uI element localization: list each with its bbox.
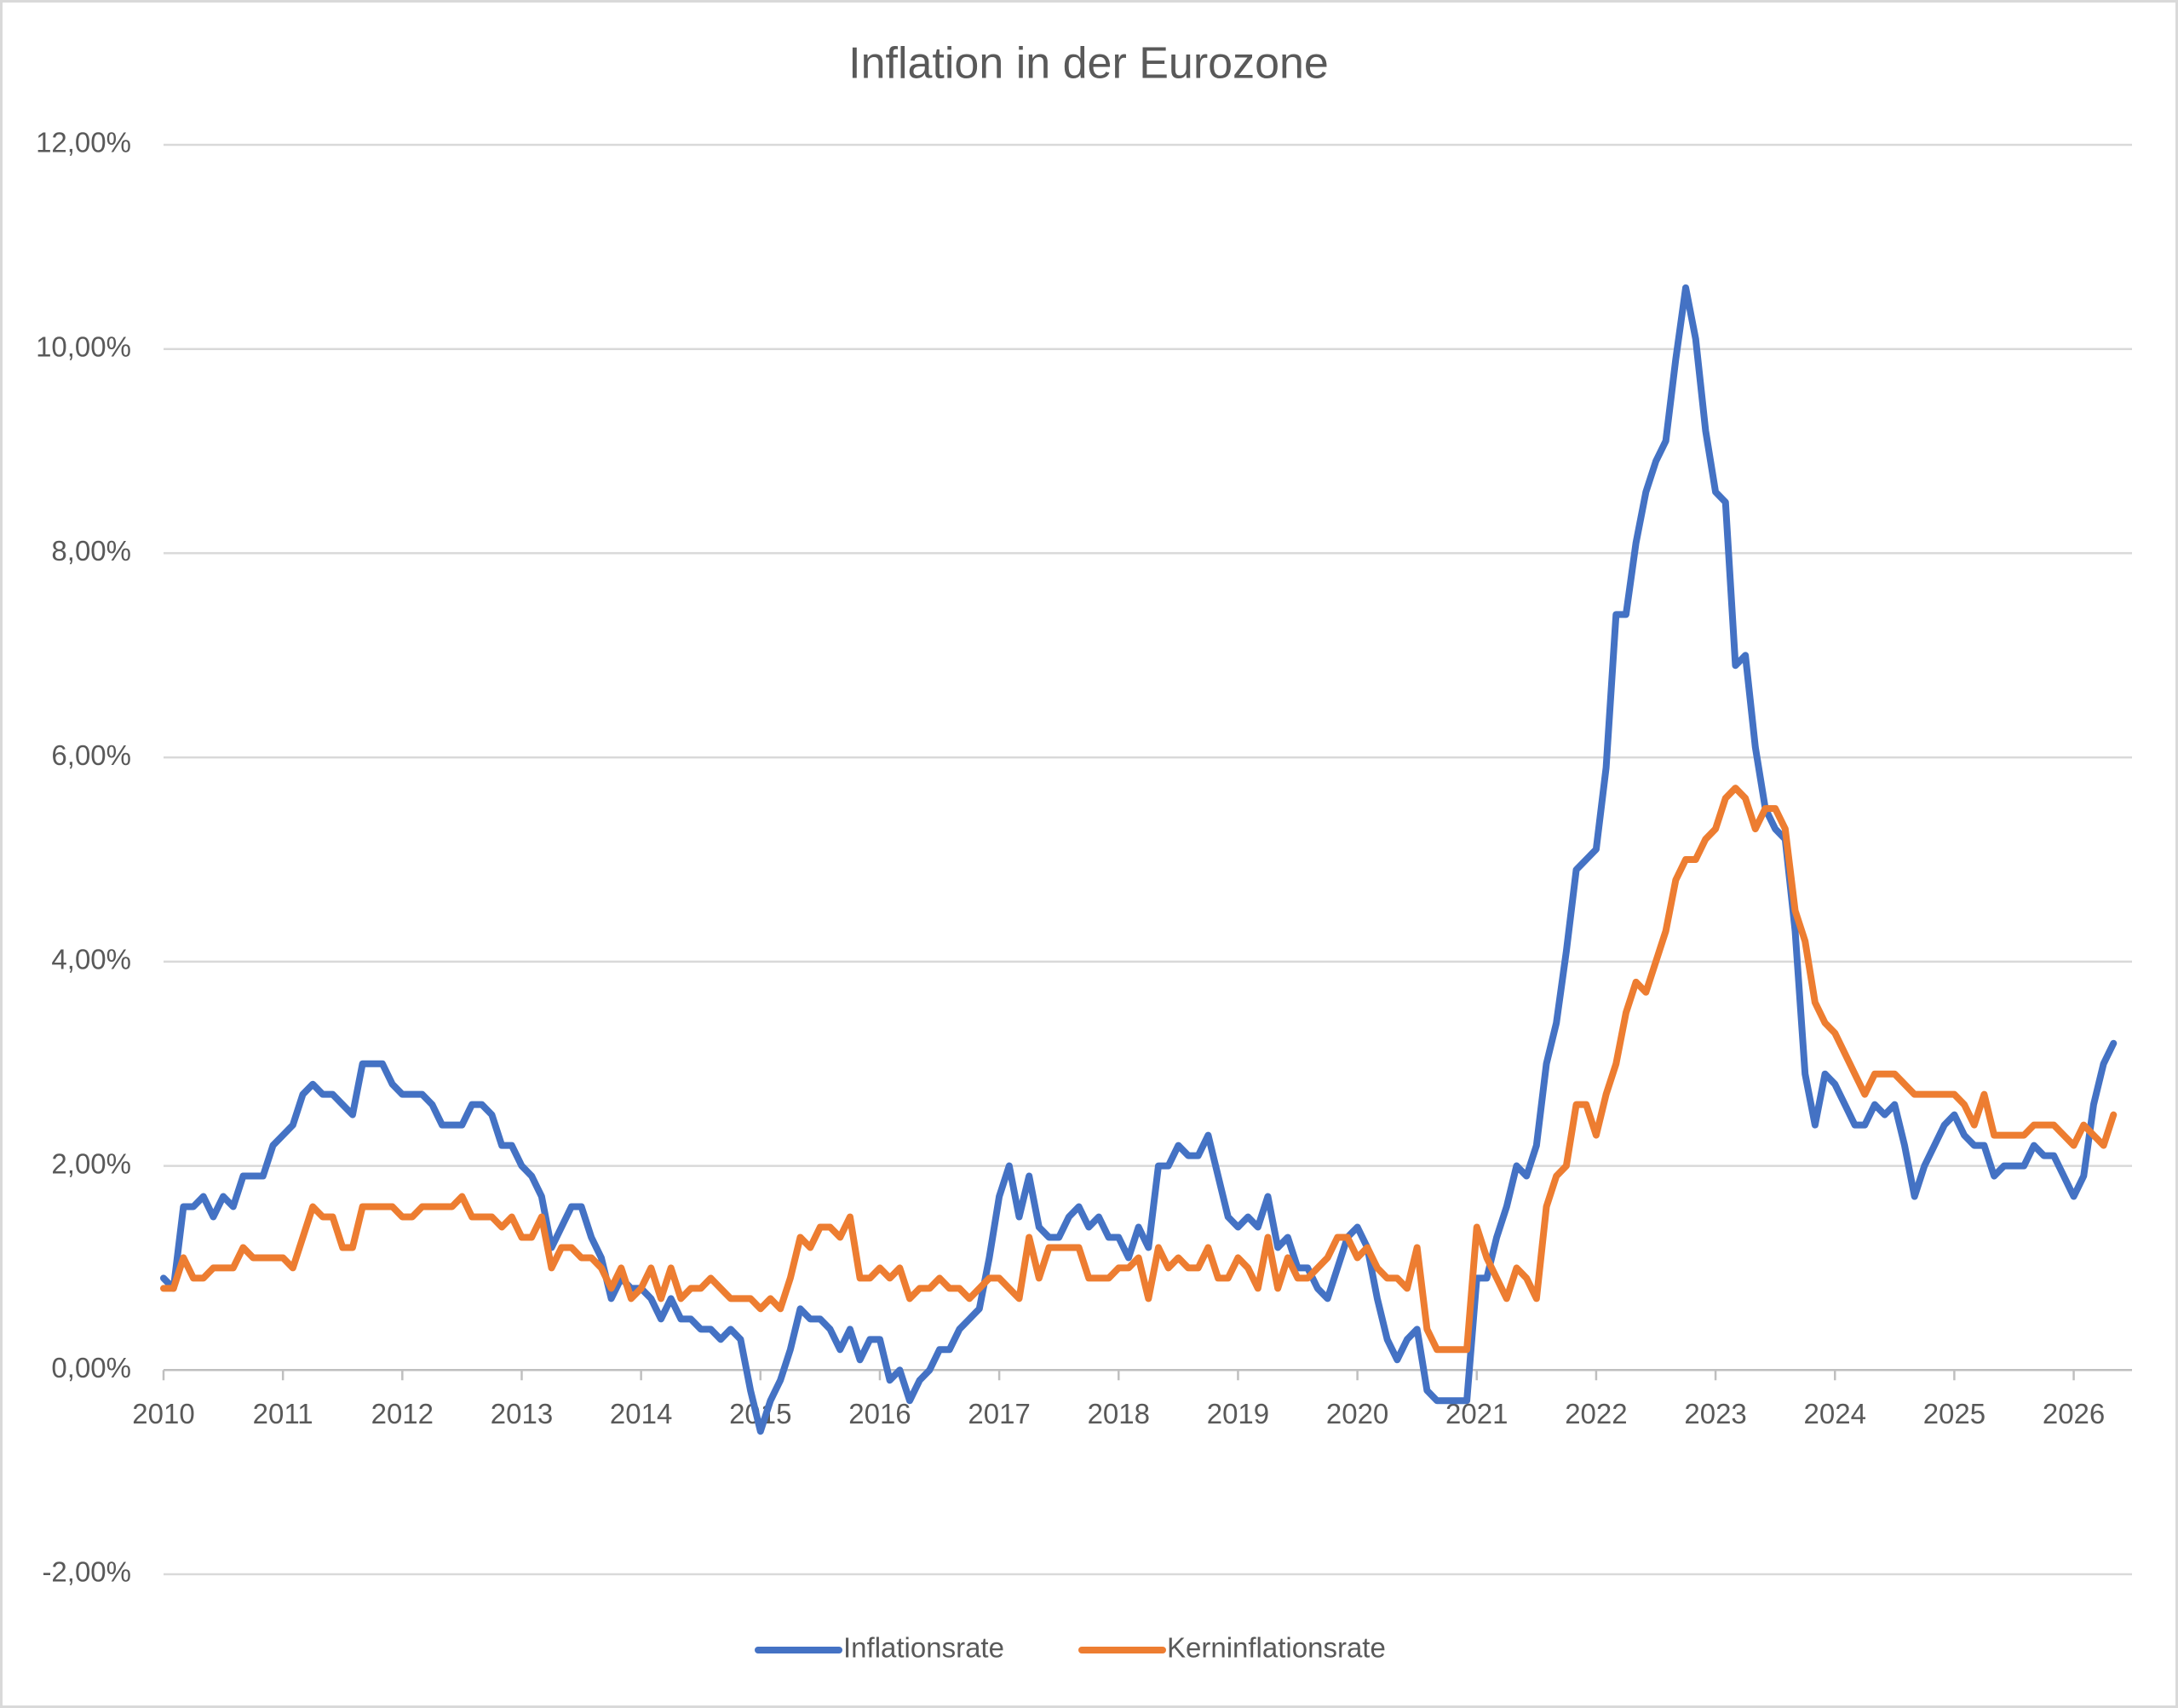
x-tick-label: 2011 <box>253 1398 313 1429</box>
y-tick-label: 6,00% <box>51 739 131 771</box>
x-tick-label: 2014 <box>610 1398 672 1429</box>
x-tick-label: 2020 <box>1326 1398 1388 1429</box>
x-tick-label: 2016 <box>848 1398 911 1429</box>
legend-label: Kerninflationsrate <box>1167 1632 1386 1664</box>
x-tick-label: 2025 <box>1923 1398 1985 1429</box>
x-tick-label: 2010 <box>132 1398 194 1429</box>
line-series <box>160 785 2118 1354</box>
y-tick-label: 10,00% <box>36 331 131 362</box>
y-tick-label: 2,00% <box>51 1147 131 1179</box>
x-tick-label: 2024 <box>1804 1398 1866 1429</box>
x-tick-label: 2018 <box>1088 1398 1150 1429</box>
x-tick-label: 2012 <box>371 1398 434 1429</box>
x-tick-label: 2019 <box>1207 1398 1269 1429</box>
x-tick-label: 2026 <box>2043 1398 2105 1429</box>
y-tick-label: 8,00% <box>51 535 131 566</box>
y-tick-label: 12,00% <box>36 127 131 158</box>
x-tick-label: 2023 <box>1684 1398 1746 1429</box>
legend-label: Inflationsrate <box>843 1632 1004 1664</box>
y-tick-label: 0,00% <box>51 1352 131 1383</box>
y-tick-label: 4,00% <box>51 944 131 975</box>
x-tick-label: 2013 <box>491 1398 553 1429</box>
x-tick-label: 2017 <box>968 1398 1030 1429</box>
y-tick-label: -2,00% <box>42 1556 131 1588</box>
chart-title: Inflation in der Eurozone <box>848 39 1329 89</box>
x-tick-label: 2022 <box>1565 1398 1627 1429</box>
